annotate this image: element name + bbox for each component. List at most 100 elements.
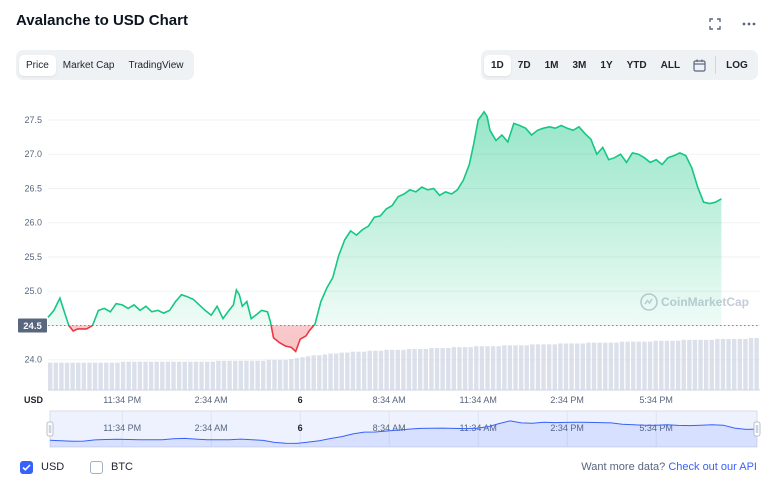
volume-bar (462, 347, 468, 390)
range-divider (715, 56, 717, 74)
volume-bar (244, 360, 249, 390)
volume-bar (530, 344, 535, 390)
y-tick-label: 27.5 (24, 115, 42, 125)
volume-bar (233, 360, 238, 390)
volume-bar (395, 349, 400, 390)
volume-bar (754, 338, 759, 390)
volume-bar (339, 352, 344, 390)
range-1y[interactable]: 1Y (600, 59, 613, 71)
navigator-handle-right[interactable] (753, 421, 761, 437)
volume-bar (715, 338, 720, 390)
api-link[interactable]: Check out our API (668, 461, 757, 473)
volume-bar (171, 361, 176, 390)
more-dots-icon[interactable] (741, 16, 757, 32)
line-above (47, 110, 722, 326)
volume-bar (485, 346, 490, 390)
volume-bar (87, 362, 92, 390)
volume-bar (98, 362, 103, 390)
volume-bar (675, 340, 681, 390)
volume-bar (513, 345, 518, 390)
volume-bar (418, 348, 423, 390)
y-tick-label: 26.5 (24, 183, 42, 193)
volume-bar (440, 348, 445, 390)
volume-bar (109, 362, 115, 390)
volume-bar (261, 360, 266, 390)
volume-bar (535, 344, 541, 390)
page-title: Avalanche to USD Chart (16, 12, 188, 29)
range-all[interactable]: ALL (660, 59, 681, 71)
volume-bar (401, 349, 406, 390)
navigator-tick-label: 11:34 PM (103, 423, 141, 433)
x-tick-label: 2:34 AM (195, 395, 228, 405)
volume-bar (692, 339, 698, 390)
volume-bar (289, 358, 294, 390)
navigator-tick-label: 2:34 PM (550, 423, 584, 433)
volume-bar (373, 350, 378, 390)
volume-bar (681, 339, 686, 390)
volume-bar (558, 343, 563, 390)
y-tick-label: 27.0 (24, 149, 42, 159)
volume-bar (126, 361, 131, 390)
volume-bar (165, 361, 171, 390)
volume-bar (642, 341, 647, 390)
volume-bar (518, 345, 524, 390)
fullscreen-icon[interactable] (707, 16, 723, 32)
volume-bar (81, 362, 87, 390)
navigator-tick-label: 6 (298, 423, 303, 433)
volume-bar (434, 348, 440, 390)
volume-bar (709, 339, 714, 390)
volume-bar (743, 338, 748, 390)
volume-bar (356, 351, 361, 390)
volume-bar (120, 361, 126, 390)
navigator-line (49, 420, 758, 444)
navigator-handle-left[interactable] (46, 421, 54, 437)
navigator[interactable]: 11:34 PM 2:34 AM 6 8:34 AM 11:34 AM 2:34 PM 5:… (46, 410, 761, 448)
range-1d[interactable]: 1D (484, 54, 511, 76)
x-tick-label: 6 (298, 395, 303, 405)
volume-bar (687, 339, 692, 390)
navigator-tick-label: 2:34 AM (195, 423, 228, 433)
volume-bar (322, 354, 328, 390)
volume-bar (647, 341, 653, 390)
volume-bar (608, 342, 614, 390)
volume-bar (59, 362, 64, 390)
volume-bar (406, 348, 412, 390)
range-7d[interactable]: 7D (517, 59, 531, 71)
volume-bar (479, 346, 485, 390)
volume-bar (507, 345, 513, 390)
range-ytd[interactable]: YTD (626, 59, 647, 71)
tab-market-cap[interactable]: Market Cap (62, 59, 115, 71)
volume-bar (496, 346, 501, 390)
volume-bar (277, 359, 283, 390)
calendar-icon[interactable] (687, 55, 712, 76)
volume-bar (345, 352, 350, 390)
volume-bar (474, 346, 479, 390)
volume-bar (552, 344, 557, 390)
volume-bar (490, 346, 496, 390)
volume-bar (328, 353, 333, 390)
volume-bar (137, 361, 143, 390)
volume-bar (143, 361, 148, 390)
view-tabs: Price Market Cap TradingView (16, 50, 194, 80)
volume-bar (664, 340, 670, 390)
volume-bar (227, 360, 232, 390)
volume-bar (546, 344, 552, 390)
volume-bar (720, 338, 726, 390)
price-chart[interactable]: 24.024.525.025.526.026.527.027.5 CoinMar… (0, 90, 783, 452)
tab-price[interactable]: Price (19, 54, 56, 76)
range-3m[interactable]: 3M (572, 59, 587, 71)
volume-bar (176, 361, 182, 390)
range-1m[interactable]: 1M (544, 59, 559, 71)
volume-bar (294, 358, 300, 390)
usd-checkbox[interactable] (20, 461, 33, 474)
volume-bar (132, 361, 137, 390)
log-toggle[interactable]: LOG (726, 59, 748, 71)
tab-tradingview[interactable]: TradingView (128, 59, 184, 71)
volume-bar (283, 359, 288, 390)
area-below (68, 325, 314, 352)
volume-bar (367, 350, 372, 390)
btc-checkbox[interactable] (90, 461, 103, 474)
volume-bar (569, 343, 574, 390)
volume-bar (703, 339, 709, 390)
area-above (48, 111, 722, 326)
